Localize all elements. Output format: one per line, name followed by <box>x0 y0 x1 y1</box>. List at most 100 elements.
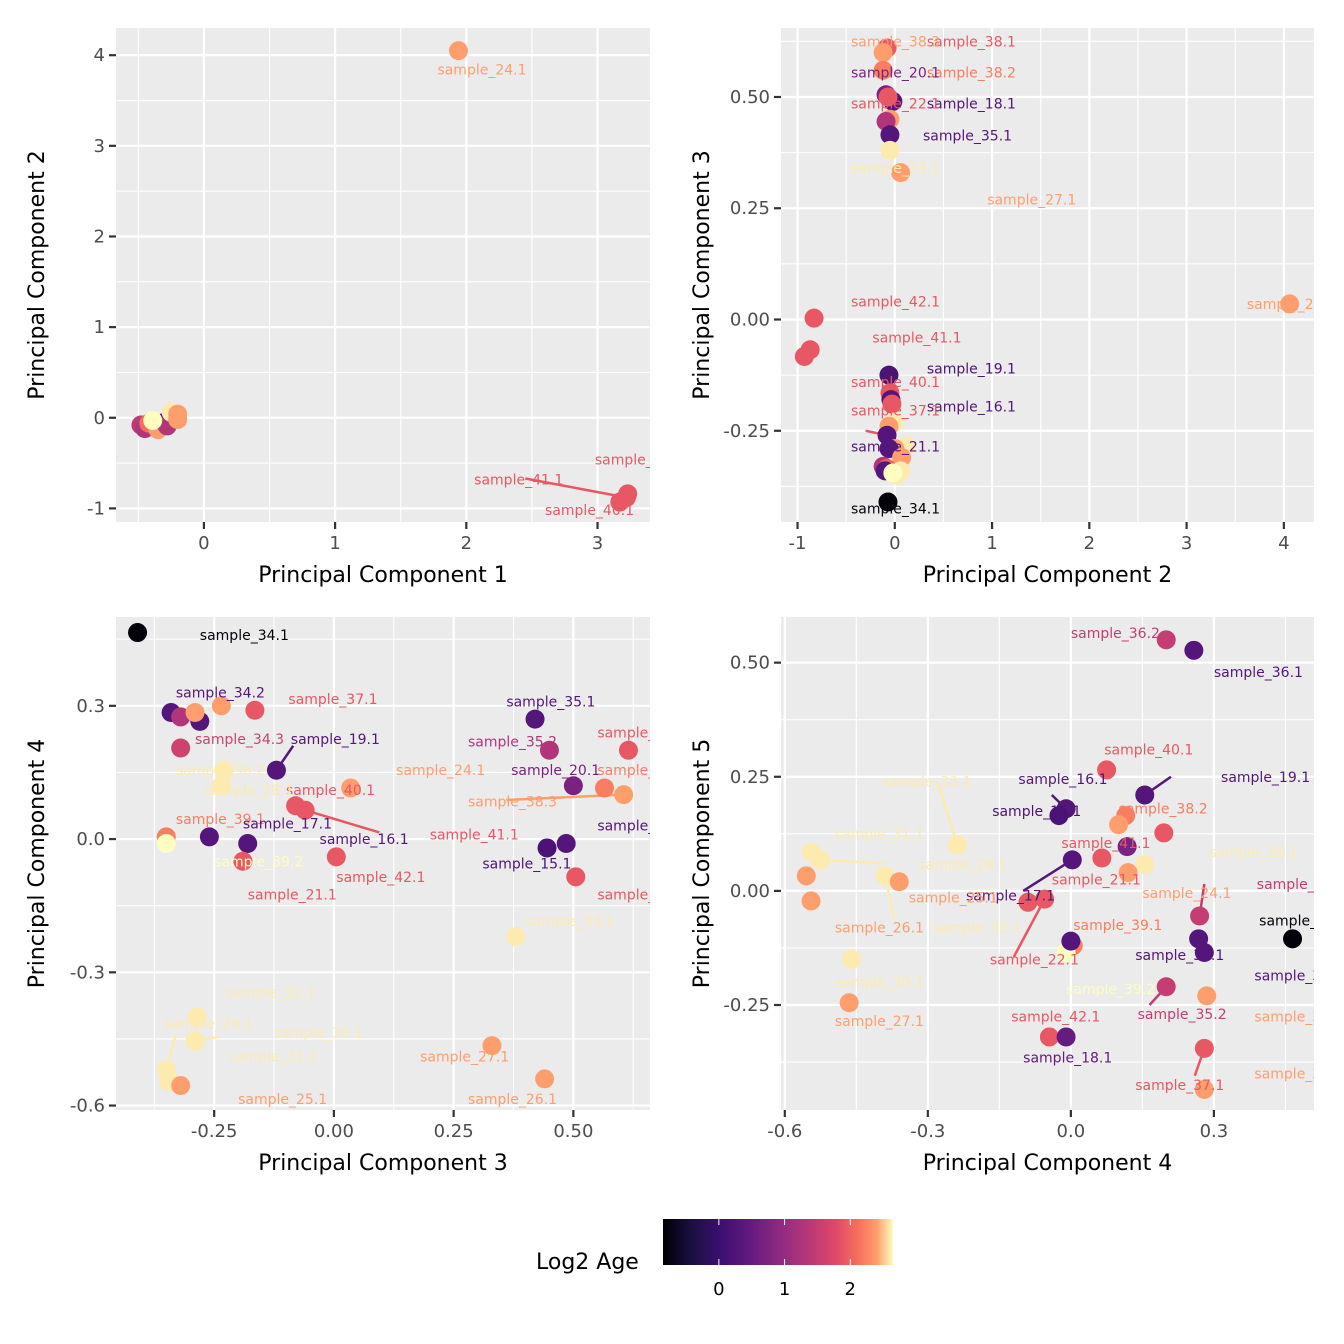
x-tick-label: 4 <box>1278 533 1289 554</box>
point-label: sample_32.1 <box>933 920 1022 936</box>
data-point <box>341 778 361 798</box>
legend-ticks: 0 1 2 <box>713 1219 856 1300</box>
point-label: sample_39.2 <box>1066 982 1155 998</box>
point-label: sample_42.1 <box>1011 1009 1100 1025</box>
point-label: sample_28.1 <box>205 783 294 799</box>
point-label: sample_42.1 <box>851 295 940 311</box>
x-tick-label: 0 <box>889 533 900 554</box>
point-label: sample_31.1 <box>229 1050 318 1066</box>
data-point <box>889 872 909 892</box>
data-point <box>880 125 900 145</box>
data-point <box>295 800 315 820</box>
y-tick-label: -1 <box>87 498 105 519</box>
data-point <box>873 60 893 80</box>
data-point <box>168 410 188 430</box>
data-point <box>185 1031 205 1051</box>
legend-colorbar <box>663 1219 893 1265</box>
data-point <box>185 702 205 722</box>
point-label: sample_19.1 <box>927 361 1016 377</box>
data-point <box>1056 1027 1076 1047</box>
point-label: sample_30.1 <box>274 1025 363 1041</box>
y-tick-label: 3 <box>94 136 105 157</box>
point-label: sample_17.1 <box>243 817 332 833</box>
label-leader-line <box>525 477 627 499</box>
y-tick-label: -0.3 <box>70 962 105 983</box>
point-label: sample_27.1 <box>420 1050 509 1066</box>
point-label: sample_21.1 <box>1052 872 1141 888</box>
y-tick-label: 0.25 <box>730 767 770 788</box>
point-label: sample_37.2 <box>1254 1009 1343 1025</box>
x-tick-label: 0.3 <box>1200 1121 1229 1142</box>
point-label: sample_36.2 <box>176 763 265 779</box>
point-label: sample_26.1 <box>468 1092 557 1108</box>
data-point <box>1118 863 1138 883</box>
x-tick-label: 3 <box>1181 533 1192 554</box>
point-label: sample_36.2 <box>1071 626 1160 642</box>
data-point <box>1117 837 1137 857</box>
data-point <box>1194 943 1214 963</box>
x-tick-label: 3 <box>592 533 603 554</box>
x-tick-label: 0.0 <box>1057 1121 1086 1142</box>
point-label: sample_40.1 <box>1104 742 1193 758</box>
color-legend: Log2 Age 0 1 2 <box>536 1219 893 1300</box>
point-label: sample_29.1 <box>918 857 1007 873</box>
data-point <box>873 42 893 62</box>
data-point <box>796 866 816 886</box>
point-label: sample_35.1 <box>506 694 595 710</box>
y-axis-title: Principal Component 3 <box>690 150 715 399</box>
x-tick-label: -0.6 <box>767 1121 802 1142</box>
point-label: sample_18.1 <box>1023 1051 1112 1067</box>
points-layer: sample_38.1sample_38.3sample_38.2sample_… <box>794 34 1336 518</box>
point-label: sample_24.1 <box>437 63 526 79</box>
legend-title: Log2 Age <box>536 1250 639 1275</box>
point-label: sample_38.1 <box>927 34 1016 50</box>
point-label: sample_22.1 <box>990 952 1079 968</box>
x-tick-label: 1 <box>329 533 340 554</box>
data-point <box>614 785 634 805</box>
data-point <box>1097 760 1117 780</box>
data-point <box>794 346 814 366</box>
y-tick-label: 0.00 <box>730 881 770 902</box>
point-label: sample_24.1 <box>396 763 485 779</box>
data-point <box>1197 986 1217 1006</box>
data-point <box>839 993 859 1013</box>
point-label: sample_29.1 <box>164 1016 253 1032</box>
y-tick-label: 4 <box>94 45 105 66</box>
data-point <box>128 623 148 643</box>
x-tick-label: -0.3 <box>910 1121 945 1142</box>
point-label: sample_24.1 <box>1247 297 1336 313</box>
legend-tick-label: 2 <box>845 1279 856 1300</box>
point-label: sample_28.1 <box>1209 845 1298 861</box>
point-label: sample_25.1 <box>238 1092 327 1108</box>
point-label: sample_33.1 <box>525 914 614 930</box>
y-tick-label: -0.25 <box>723 421 770 442</box>
data-point <box>879 365 899 385</box>
point-label: sample_31.1 <box>835 827 924 843</box>
data-point <box>1109 815 1129 835</box>
point-label: sample_32.1 <box>226 985 315 1001</box>
y-axis-title: Principal Component 4 <box>25 739 50 988</box>
y-tick-label: 0.25 <box>730 198 770 219</box>
y-tick-label: -0.6 <box>70 1096 105 1117</box>
label-leader-line <box>304 809 380 834</box>
data-point <box>880 140 900 160</box>
point-label: sample_40.1 <box>286 783 375 799</box>
point-label: sample_27.1 <box>835 1014 924 1030</box>
point-label: sample_35.2 <box>1138 1007 1227 1023</box>
point-label: sample_34.3 <box>1257 877 1344 893</box>
label-leader-line <box>1022 858 1073 892</box>
point-label: sample_34.1 <box>1259 914 1344 930</box>
point-label: sample_33.1 <box>883 774 972 790</box>
point-label: sample_35.1 <box>923 129 1012 145</box>
data-point <box>1039 1027 1059 1047</box>
data-point <box>1156 630 1176 650</box>
data-point <box>1135 785 1155 805</box>
point-label: sample_20.1 <box>511 763 600 779</box>
x-tick-label: 0.25 <box>434 1121 474 1142</box>
data-point <box>187 1007 207 1027</box>
y-tick-label: 0.50 <box>730 653 770 674</box>
data-point <box>535 1069 555 1089</box>
x-tick-label: 0 <box>198 533 209 554</box>
panel-background <box>116 28 650 522</box>
